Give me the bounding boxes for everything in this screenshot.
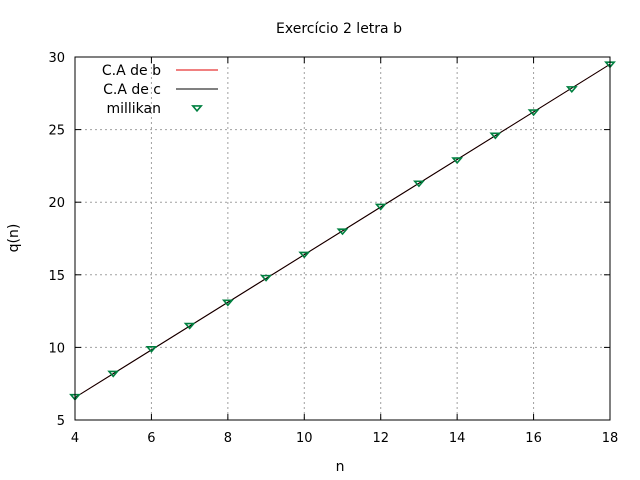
data-point (451, 157, 464, 165)
data-point (565, 86, 578, 94)
x-tick-label: 12 (372, 431, 389, 446)
legend: C.A de b C.A de c millikan (102, 63, 218, 117)
x-tick-label: 18 (602, 431, 619, 446)
chart-title: Exercício 2 letra b (276, 21, 402, 37)
data-point (145, 345, 158, 353)
y-tick-label: 10 (48, 341, 65, 356)
grid (75, 57, 610, 420)
x-tick-label: 16 (525, 431, 542, 446)
legend-label: C.A de b (102, 63, 161, 79)
data-point (260, 274, 273, 282)
y-tick-label: 30 (48, 51, 65, 66)
data-point (489, 132, 502, 140)
data-point (527, 109, 540, 117)
plot-frame (74, 56, 611, 421)
data-point (107, 370, 120, 378)
ticks: 4 6 8 10 12 14 16 18 5 10 15 20 25 30 (48, 51, 618, 446)
data-point (183, 322, 196, 330)
x-tick-label: 10 (296, 431, 313, 446)
legend-label: C.A de c (103, 82, 161, 98)
series-line-1 (74, 63, 611, 398)
x-tick-label: 6 (147, 431, 155, 446)
data-point (412, 180, 425, 188)
data-point (336, 228, 349, 236)
x-tick-label: 14 (449, 431, 466, 446)
y-tick-label: 20 (48, 196, 65, 211)
legend-label: millikan (106, 101, 161, 117)
legend-swatch (191, 105, 203, 113)
series-layer (69, 61, 616, 401)
data-point (374, 203, 387, 211)
data-point (221, 299, 234, 307)
y-tick-label: 25 (48, 124, 65, 139)
y-axis-label: q(n) (6, 224, 22, 253)
y-tick-label: 15 (48, 269, 65, 284)
data-point (298, 251, 311, 259)
x-axis-label: n (336, 459, 345, 475)
x-tick-label: 4 (71, 431, 79, 446)
x-tick-label: 8 (224, 431, 232, 446)
y-tick-label: 5 (57, 414, 65, 429)
